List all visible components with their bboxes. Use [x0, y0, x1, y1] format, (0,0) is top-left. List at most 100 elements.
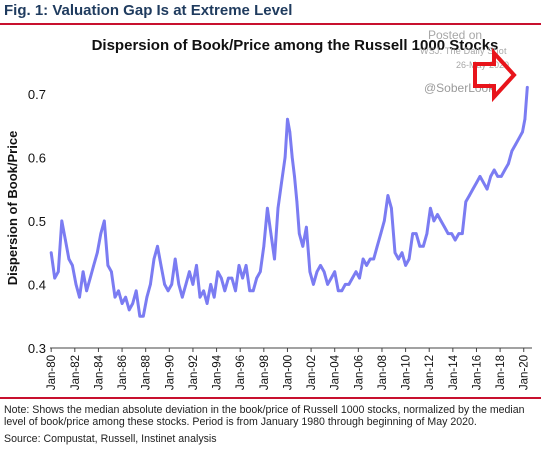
- data-point: [170, 283, 173, 286]
- data-point: [220, 276, 223, 280]
- data-point: [429, 206, 432, 210]
- data-point: [390, 206, 393, 210]
- data-point: [106, 264, 110, 267]
- data-point: [266, 206, 269, 210]
- data-point: [198, 295, 202, 299]
- data-point: [85, 289, 88, 293]
- data-point: [53, 276, 56, 280]
- data-point: [149, 283, 152, 286]
- data-point: [464, 200, 468, 204]
- data-point: [99, 232, 103, 235]
- data-point: [439, 219, 443, 223]
- data-point: [340, 289, 344, 293]
- y-ticks: 0.3 0.4 0.5 0.6 0.7: [28, 87, 46, 356]
- highlight-arrow-icon: [473, 47, 517, 103]
- data-point: [301, 245, 305, 248]
- data-point: [411, 232, 415, 235]
- x-tick-label: Jan-84: [93, 354, 105, 390]
- data-point: [78, 295, 81, 299]
- data-point: [351, 276, 354, 280]
- data-point: [283, 156, 287, 159]
- data-point: [319, 264, 322, 267]
- data-point: [120, 302, 124, 305]
- data-point: [510, 149, 514, 153]
- data-point: [262, 245, 266, 248]
- data-point: [375, 245, 379, 248]
- data-point: [298, 232, 301, 235]
- y-tick-label: 0.5: [28, 214, 46, 229]
- data-point: [159, 264, 163, 267]
- data-point: [74, 283, 78, 286]
- x-tick-label: Jan-98: [259, 355, 271, 390]
- data-point: [117, 289, 120, 293]
- data-point: [492, 168, 496, 172]
- data-point: [521, 130, 524, 134]
- data-point: [326, 283, 329, 286]
- data-point: [255, 276, 258, 280]
- data-point: [496, 175, 500, 178]
- data-point: [230, 276, 234, 280]
- data-point: [322, 270, 326, 274]
- data-point: [92, 264, 95, 267]
- data-point: [163, 283, 166, 286]
- data-point: [383, 219, 386, 223]
- data-point: [507, 162, 510, 165]
- x-tick-label: Jan-20: [519, 355, 531, 390]
- data-point: [526, 86, 529, 89]
- series-line: [49, 85, 529, 318]
- x-tick-label: Jan-10: [401, 355, 413, 390]
- data-point: [173, 257, 177, 261]
- data-point: [237, 264, 241, 267]
- y-tick-label: 0.7: [28, 87, 46, 102]
- data-point: [450, 232, 454, 235]
- x-tick-label: Jan-18: [495, 355, 507, 390]
- data-point: [482, 181, 485, 185]
- data-point: [145, 295, 149, 299]
- data-point: [372, 257, 376, 261]
- x-tick-label: Jan-14: [448, 354, 460, 390]
- data-point: [212, 295, 216, 299]
- x-tick-label: Jan-04: [330, 354, 342, 390]
- data-point: [166, 289, 170, 293]
- data-point: [223, 289, 227, 293]
- data-point: [333, 270, 337, 274]
- data-point: [124, 295, 127, 299]
- data-point: [500, 175, 503, 178]
- data-point: [305, 225, 308, 229]
- data-point: [436, 213, 439, 216]
- data-point: [96, 251, 99, 254]
- chart-note: Note: Shows the median absolute deviatio…: [4, 404, 525, 428]
- y-tick-label: 0.6: [28, 150, 46, 165]
- data-point: [234, 289, 237, 293]
- data-point: [293, 175, 296, 178]
- data-point: [432, 219, 436, 223]
- data-point: [361, 257, 365, 261]
- data-point: [453, 238, 457, 242]
- chart-source: Source: Compustat, Russell, Instinet ana…: [4, 433, 217, 445]
- data-point: [251, 289, 255, 293]
- data-point: [404, 264, 407, 267]
- data-point: [365, 264, 368, 267]
- x-tick-label: Jan-08: [377, 355, 389, 390]
- data-point: [315, 270, 319, 274]
- data-point: [379, 232, 383, 235]
- data-point: [64, 238, 67, 242]
- data-point: [446, 232, 450, 235]
- data-point: [523, 117, 527, 121]
- y-tick-label: 0.3: [28, 341, 46, 356]
- data-point: [295, 200, 299, 204]
- title-divider: [0, 23, 541, 25]
- data-point: [138, 314, 142, 318]
- data-point: [152, 257, 156, 261]
- data-point: [407, 257, 411, 261]
- data-point: [259, 270, 262, 274]
- data-point: [181, 295, 184, 299]
- data-point: [195, 264, 198, 267]
- data-point: [485, 187, 489, 191]
- x-tick-label: Jan-06: [353, 355, 365, 390]
- data-point: [393, 251, 397, 254]
- x-tick-label: Jan-82: [70, 355, 82, 390]
- data-point: [184, 283, 188, 286]
- data-point: [113, 295, 117, 299]
- data-point: [216, 270, 220, 274]
